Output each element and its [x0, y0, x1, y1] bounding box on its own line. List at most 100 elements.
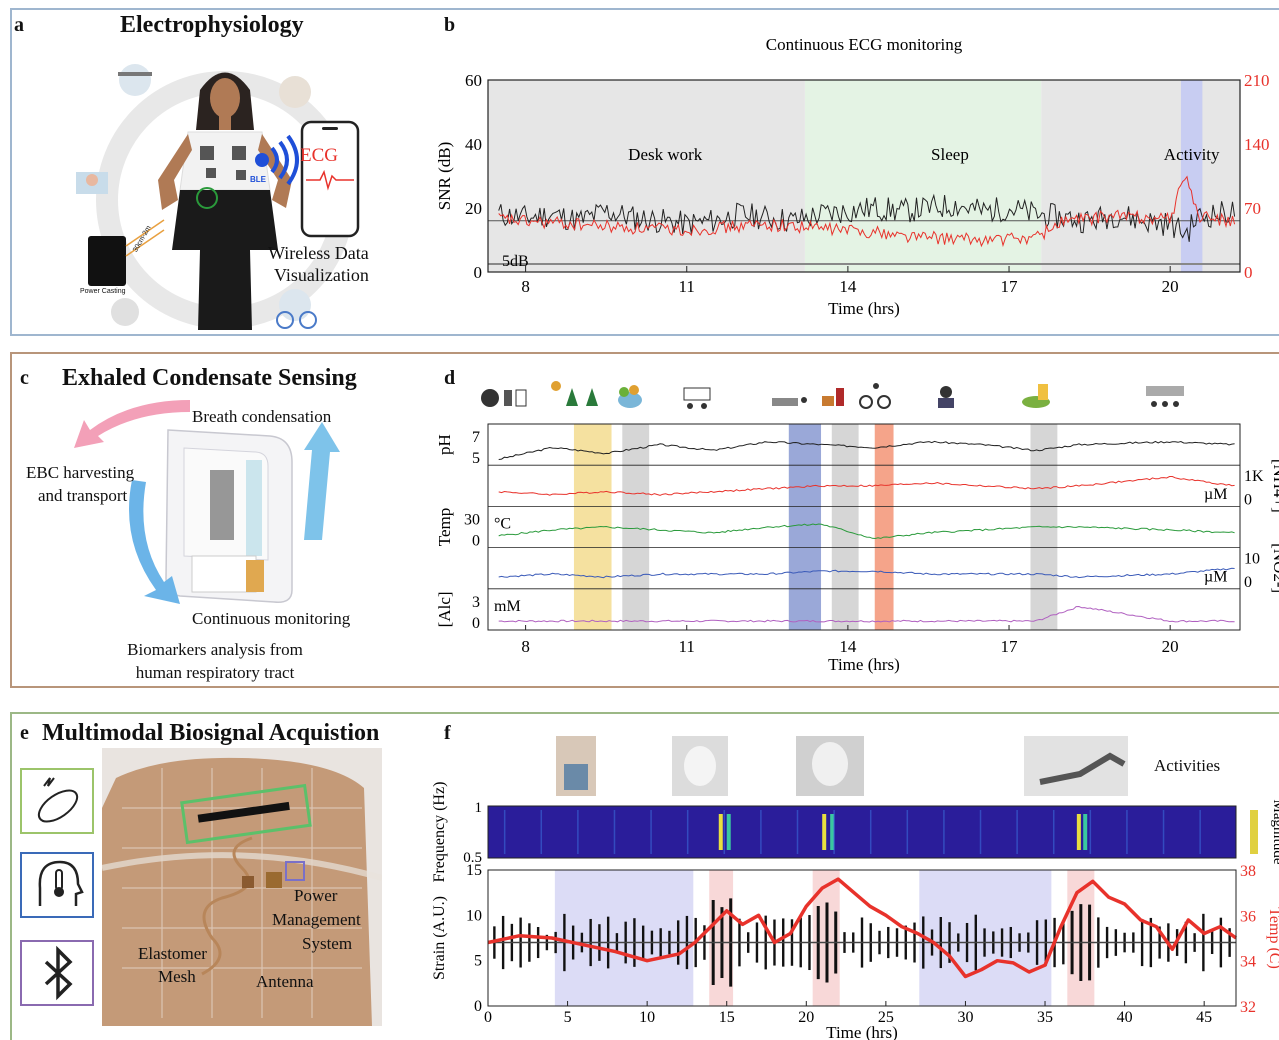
device-on-arm-photo [102, 748, 382, 1026]
panel-b-letter: b [444, 14, 456, 36]
y2-tick-label-0: 32 [1240, 999, 1256, 1016]
panel-f-letter: f [444, 722, 451, 744]
x-tick-label-8: 40 [1117, 1009, 1133, 1026]
row-unit-1: µM [1204, 486, 1227, 503]
event-band-4 [874, 424, 894, 630]
x-tick-label-2: 14 [839, 277, 857, 296]
x-tick-label-5: 25 [878, 1009, 894, 1026]
spectrogram-burst-0 [718, 814, 723, 850]
row-tick-low-2: 0 [472, 533, 480, 550]
elastomer-label-line1: Elastomer [138, 944, 207, 963]
activity-icons-ring [76, 64, 317, 329]
panel-e-title: Multimodal Biosignal Acquistion [42, 720, 380, 746]
wireless-label-line2: Visualization [274, 265, 369, 285]
region-label-1: Sleep [931, 145, 969, 164]
row-tick-high-2: 30 [464, 511, 480, 528]
spectrogram-burst-3 [830, 814, 835, 850]
series-line-1 [498, 175, 1236, 248]
y-tick-label-2: 40 [465, 135, 482, 154]
power-casting-label: Power Casting [80, 288, 126, 295]
bed-icon [772, 397, 807, 406]
breath-condensation-label: Breath condensation [192, 407, 332, 426]
activity-band-0 [554, 870, 694, 1006]
row-tick-high-4: 3 [472, 594, 480, 611]
spectrogram-background [487, 805, 1237, 859]
spectrogram-streak-18 [1162, 810, 1165, 854]
power-label-line1: Power [294, 886, 338, 905]
spec-tick-1: 1 [475, 800, 483, 816]
x-axis-label: Time (hrs) [828, 655, 900, 674]
x-tick-label-2: 14 [839, 637, 857, 656]
row-series-3 [498, 567, 1235, 579]
spec-tick-0: 0.5 [463, 850, 482, 866]
harvest-arrow-icon [74, 400, 190, 448]
region-label-0: Desk work [628, 145, 703, 164]
spectrogram-streak-13 [979, 810, 982, 854]
ebc-harvesting-label-line1: EBC harvesting [26, 463, 135, 482]
phone-icon [300, 120, 360, 238]
threshold-label: 5dB [502, 253, 529, 270]
ebc-harvesting-label-line2: and transport [38, 486, 128, 505]
spectrogram-streak-17 [1126, 810, 1128, 854]
spectrogram-burst-5 [1083, 814, 1088, 850]
biomarkers-label-line1: Biomarkers analysis from [127, 640, 303, 659]
power-casting-device-icon [88, 219, 165, 286]
activity-photos-row-f [556, 736, 1128, 796]
audience-icon [1146, 386, 1184, 407]
event-band-1 [622, 424, 650, 630]
row-tick-low-3: 0 [1244, 574, 1252, 591]
region-label-2: Activity [1164, 145, 1220, 164]
biomarkers-label-line2: human respiratory tract [135, 663, 295, 682]
colorbar [1250, 810, 1258, 854]
row-tick-low-4: 0 [472, 615, 480, 632]
y2-axis-label: Temp (C) [1266, 907, 1279, 969]
y-tick-label-3: 15 [466, 862, 482, 879]
x-tick-label-7: 35 [1037, 1009, 1053, 1026]
x-tick-label-0: 0 [484, 1009, 492, 1026]
panel-e-letter: e [20, 722, 29, 744]
spectrogram-streak-11 [906, 810, 909, 854]
x-tick-label-0: 8 [521, 277, 530, 296]
row-tick-low-1: 0 [1244, 491, 1252, 508]
wireless-power-charging-icon [196, 187, 218, 209]
spec-y-label: Frequency (Hz) [431, 782, 448, 883]
wireless-label-line1: Wireless Data [268, 243, 369, 263]
row-tick-high-0: 7 [472, 429, 480, 446]
y2-tick-label-2: 140 [1244, 135, 1270, 154]
region-band-0 [488, 80, 805, 272]
bluetooth-icon-box [20, 940, 94, 1006]
device-icon [165, 429, 293, 603]
continuous-monitoring-label: Continuous monitoring [192, 609, 351, 628]
y-tick-label-2: 10 [466, 907, 482, 924]
head-thermometer-icon [38, 860, 84, 906]
person-figure [158, 72, 292, 330]
fruit-basket-icon [618, 385, 642, 408]
y2-tick-label-1: 70 [1244, 199, 1261, 218]
power-label-line2: Management [272, 910, 361, 929]
spectrogram-streak-15 [1052, 810, 1055, 854]
outdoor-walk-icon [551, 381, 598, 406]
panel-a-b-frame [10, 8, 1279, 336]
ebc-device-illustration [74, 400, 340, 604]
y-tick-label-1: 20 [465, 199, 482, 218]
row-tick-low-0: 5 [472, 450, 480, 467]
spectrogram-streak-14 [1016, 810, 1018, 854]
y-tick-label-0: 0 [474, 263, 483, 282]
power-label-line3: System [302, 934, 353, 953]
x-axis-label: Time (hrs) [828, 299, 900, 318]
region-band-2 [1041, 80, 1240, 272]
doctor-icon [938, 386, 954, 408]
antenna-label: Antenna [256, 972, 314, 991]
stretch-photo [672, 736, 728, 796]
row-series-0 [498, 440, 1235, 460]
activities-label: Activities [1154, 756, 1221, 775]
y2-tick-label-3: 38 [1240, 863, 1256, 880]
x-tick-label-9: 45 [1196, 1009, 1212, 1026]
spectrogram-burst-4 [1076, 814, 1081, 850]
temperature-line [487, 877, 1238, 979]
panel-c-d-frame [10, 352, 1279, 688]
panel-e-f-frame [10, 712, 1279, 1040]
panel-d-letter: d [444, 367, 456, 389]
x-tick-label-6: 30 [957, 1009, 973, 1026]
ble-signal-icon [255, 134, 299, 186]
